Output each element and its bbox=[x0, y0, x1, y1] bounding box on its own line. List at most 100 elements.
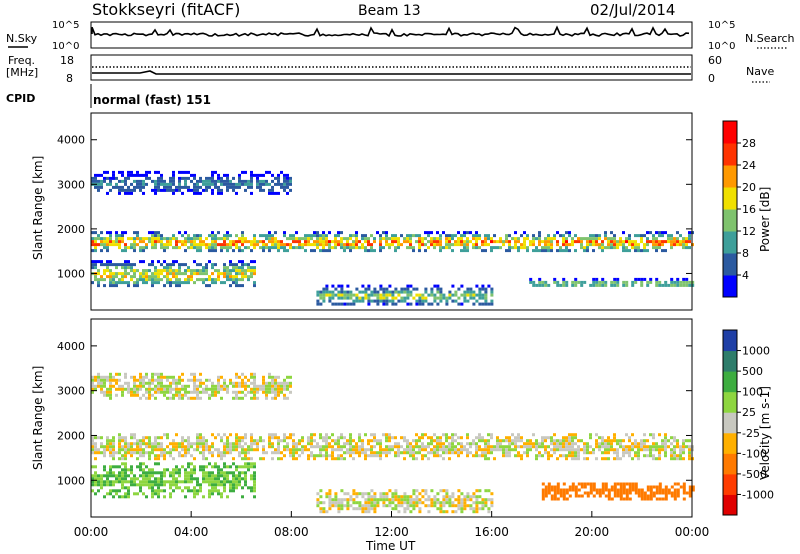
data-cell bbox=[199, 465, 202, 469]
data-cell bbox=[208, 393, 211, 397]
data-cell bbox=[268, 237, 271, 241]
data-cell bbox=[256, 439, 259, 443]
data-cell bbox=[385, 495, 389, 499]
data-cell bbox=[226, 448, 229, 452]
data-cell bbox=[193, 246, 196, 250]
data-cell bbox=[328, 231, 331, 235]
data-cell bbox=[241, 372, 244, 376]
data-cell bbox=[223, 489, 226, 493]
data-cell bbox=[124, 462, 127, 466]
data-cell bbox=[307, 436, 310, 440]
data-cell bbox=[169, 278, 172, 282]
data-cell bbox=[232, 263, 235, 267]
data-cell bbox=[217, 191, 220, 195]
data-cell bbox=[226, 188, 229, 192]
data-cell bbox=[214, 477, 217, 481]
data-cell bbox=[562, 240, 565, 244]
data-cell bbox=[421, 240, 424, 244]
data-cell bbox=[472, 243, 475, 247]
data-cell bbox=[496, 246, 499, 250]
data-cell bbox=[460, 284, 464, 288]
data-cell bbox=[340, 448, 343, 452]
data-cell bbox=[235, 381, 238, 385]
data-cell bbox=[409, 448, 412, 452]
data-cell bbox=[112, 281, 115, 285]
data-cell bbox=[220, 451, 223, 455]
data-cell bbox=[340, 243, 343, 247]
data-cell bbox=[241, 445, 244, 449]
data-cell bbox=[244, 436, 247, 440]
data-cell bbox=[259, 185, 262, 189]
data-cell bbox=[670, 277, 674, 281]
data-cell bbox=[343, 290, 347, 294]
data-cell bbox=[220, 272, 223, 276]
data-cell bbox=[676, 442, 679, 446]
data-cell bbox=[184, 179, 187, 183]
data-cell bbox=[235, 448, 238, 452]
data-cell bbox=[97, 243, 100, 247]
data-cell bbox=[250, 269, 253, 273]
data-cell bbox=[259, 182, 262, 186]
data-cell bbox=[562, 491, 566, 495]
data-cell bbox=[673, 240, 676, 244]
data-cell bbox=[382, 293, 386, 297]
data-cell bbox=[310, 243, 313, 247]
data-cell bbox=[373, 433, 376, 437]
data-cell bbox=[208, 260, 211, 264]
data-cell bbox=[610, 448, 613, 452]
data-cell bbox=[634, 482, 638, 486]
data-cell bbox=[688, 457, 691, 461]
data-cell bbox=[226, 272, 229, 276]
data-cell bbox=[664, 249, 667, 253]
data-cell bbox=[130, 188, 133, 192]
data-cell bbox=[514, 439, 517, 443]
data-cell bbox=[340, 231, 343, 235]
data-cell bbox=[241, 284, 244, 288]
data-cell bbox=[592, 240, 595, 244]
data-cell bbox=[457, 448, 460, 452]
data-cell bbox=[196, 480, 199, 484]
data-cell bbox=[328, 296, 332, 300]
data-cell bbox=[226, 387, 229, 391]
data-cell bbox=[535, 442, 538, 446]
data-cell bbox=[658, 488, 662, 492]
data-cell bbox=[112, 480, 115, 484]
data-cell bbox=[151, 468, 154, 472]
data-cell bbox=[505, 451, 508, 455]
data-cell bbox=[268, 384, 271, 388]
data-cell bbox=[181, 372, 184, 376]
data-cell bbox=[262, 378, 265, 382]
data-cell bbox=[196, 249, 199, 253]
data-cell bbox=[421, 436, 424, 440]
data-cell bbox=[379, 246, 382, 250]
data-cell bbox=[460, 302, 464, 306]
data-cell bbox=[451, 237, 454, 241]
data-cell bbox=[154, 471, 157, 475]
data-cell bbox=[121, 384, 124, 388]
data-cell bbox=[115, 240, 118, 244]
data-cell bbox=[238, 266, 241, 270]
data-cell bbox=[112, 495, 115, 499]
data-cell bbox=[244, 462, 247, 466]
data-cell bbox=[523, 231, 526, 235]
data-cell bbox=[109, 231, 112, 235]
data-cell bbox=[418, 448, 421, 452]
data-cell bbox=[364, 433, 367, 437]
data-cell bbox=[604, 448, 607, 452]
data-cell bbox=[373, 451, 376, 455]
data-cell bbox=[130, 483, 133, 487]
data-cell bbox=[418, 296, 422, 300]
data-cell bbox=[460, 501, 464, 505]
nsearch-tick-bottom: 10^0 bbox=[708, 41, 735, 52]
data-cell bbox=[385, 296, 389, 300]
data-cell bbox=[571, 457, 574, 461]
data-cell bbox=[148, 387, 151, 391]
data-cell bbox=[382, 246, 385, 250]
data-cell bbox=[253, 465, 256, 469]
data-cell bbox=[658, 497, 662, 501]
data-cell bbox=[415, 302, 419, 306]
data-cell bbox=[241, 378, 244, 382]
data-cell bbox=[448, 445, 451, 449]
data-cell bbox=[529, 442, 532, 446]
data-cell bbox=[169, 495, 172, 499]
